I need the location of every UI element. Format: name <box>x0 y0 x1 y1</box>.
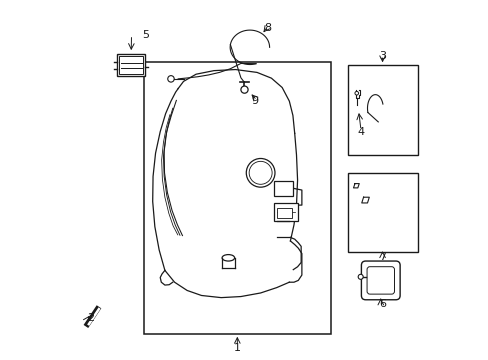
Circle shape <box>357 274 363 279</box>
Text: 5: 5 <box>142 30 149 40</box>
FancyBboxPatch shape <box>361 261 399 300</box>
Text: 6: 6 <box>378 299 385 309</box>
Text: 1: 1 <box>233 343 240 353</box>
Text: 8: 8 <box>264 23 271 33</box>
Circle shape <box>354 91 358 95</box>
Bar <box>274 203 297 221</box>
Circle shape <box>246 158 274 187</box>
Circle shape <box>167 76 174 82</box>
Bar <box>277 208 291 219</box>
Circle shape <box>241 86 247 93</box>
Circle shape <box>249 161 271 184</box>
Ellipse shape <box>222 255 234 261</box>
Text: 3: 3 <box>378 51 385 61</box>
Bar <box>144 62 330 334</box>
Bar <box>119 56 142 74</box>
Bar <box>348 173 418 252</box>
Text: 9: 9 <box>251 96 258 106</box>
Text: 7: 7 <box>378 252 386 262</box>
FancyBboxPatch shape <box>366 267 394 294</box>
Bar <box>274 181 292 196</box>
Bar <box>117 54 145 76</box>
Bar <box>348 65 418 155</box>
Text: 2: 2 <box>87 313 94 323</box>
Text: 4: 4 <box>357 127 364 136</box>
